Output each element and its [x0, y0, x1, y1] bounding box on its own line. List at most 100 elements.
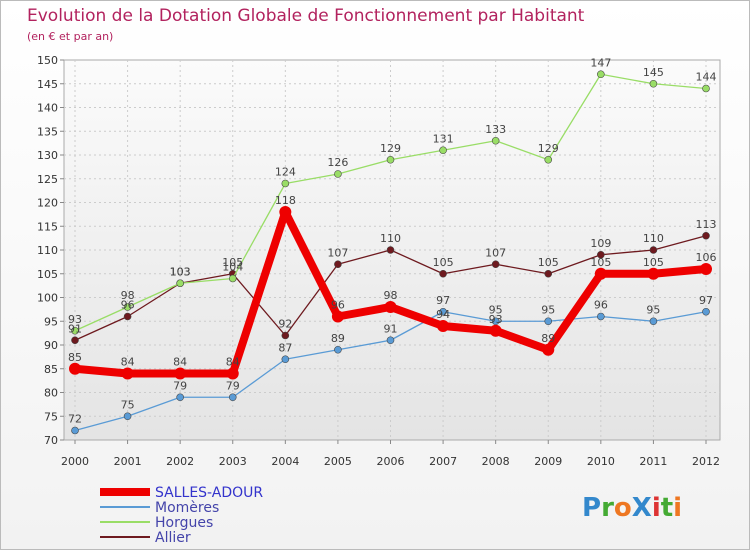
- data-label-allier: 105: [433, 256, 454, 269]
- y-tick-label: 100: [37, 292, 58, 305]
- point-salles-adour: [279, 206, 292, 218]
- data-label-salles-adour: 118: [275, 194, 296, 207]
- data-label-salles-adour: 84: [121, 356, 135, 369]
- legend-label-horgues: Horgues: [155, 515, 213, 531]
- x-tick-label: 2007: [429, 455, 457, 468]
- point-allier: [597, 250, 605, 259]
- point-salles-adour: [331, 310, 344, 323]
- y-tick-label: 145: [37, 78, 58, 91]
- point-salles-adour: [437, 320, 450, 332]
- point-mom-res: [386, 336, 395, 345]
- point-mom-res: [702, 307, 710, 316]
- y-axis-ticks: 70 75 80 85 90 95 100 105 110 115 120 125 130 135 140 1…: [37, 54, 64, 447]
- point-allier: [281, 331, 290, 340]
- point-allier: [334, 260, 342, 269]
- data-label-horgues: 104: [222, 261, 243, 274]
- point-allier: [123, 312, 132, 321]
- x-tick-label: 2002: [166, 455, 194, 468]
- y-tick-label: 70: [44, 434, 58, 447]
- point-mom-res: [597, 312, 605, 321]
- data-label-mom-res: 75: [121, 398, 135, 411]
- chart-title: Evolution de la Dotation Globale de Fonc…: [27, 6, 585, 26]
- data-label-salles-adour: 84: [226, 356, 240, 369]
- point-mom-res: [228, 393, 237, 402]
- point-salles-adour: [226, 367, 239, 380]
- data-label-salles-adour: 85: [68, 351, 82, 364]
- y-tick-label: 85: [44, 363, 58, 376]
- x-tick-label: 2006: [377, 455, 405, 468]
- data-label-salles-adour: 105: [643, 256, 664, 269]
- point-mom-res: [71, 426, 79, 435]
- point-salles-adour: [594, 267, 607, 280]
- point-salles-adour: [69, 362, 81, 375]
- point-horgues: [228, 274, 237, 283]
- point-horgues: [176, 279, 184, 288]
- data-label-mom-res: 79: [173, 379, 187, 392]
- data-label-horgues: 144: [696, 71, 717, 84]
- data-label-mom-res: 91: [384, 322, 398, 335]
- series-lines: [69, 70, 712, 435]
- data-label-mom-res: 97: [699, 294, 713, 307]
- data-label-allier: 105: [222, 256, 243, 269]
- x-tick-label: 2000: [61, 455, 89, 468]
- point-allier: [71, 336, 79, 345]
- point-allier: [649, 246, 658, 254]
- data-label-salles-adour: 98: [384, 289, 398, 302]
- point-horgues: [544, 155, 553, 164]
- y-tick-label: 95: [44, 315, 58, 328]
- y-tick-label: 115: [37, 220, 58, 233]
- point-mom-res: [123, 412, 132, 421]
- x-axis-ticks: 2000 2001 2002 2003 2004 2005 2006 2007 2008 2009…: [61, 440, 720, 468]
- data-label-mom-res: 96: [594, 299, 608, 312]
- data-label-mom-res: 95: [541, 303, 555, 316]
- point-salles-adour: [647, 267, 660, 280]
- data-label-mom-res: 72: [68, 413, 82, 426]
- y-tick-label: 105: [37, 268, 58, 281]
- y-tick-label: 150: [37, 54, 58, 67]
- point-horgues: [123, 303, 132, 311]
- point-allier: [491, 260, 500, 269]
- data-label-allier: 110: [380, 232, 401, 245]
- point-mom-res: [439, 307, 447, 316]
- y-tick-label: 120: [37, 197, 58, 210]
- data-label-mom-res: 95: [489, 303, 503, 316]
- data-label-horgues: 126: [327, 156, 348, 169]
- legend-label-salles-adour: SALLES-ADOUR: [155, 485, 263, 501]
- data-label-horgues: 129: [380, 142, 401, 155]
- x-tick-label: 2010: [587, 455, 615, 468]
- point-horgues: [386, 155, 395, 164]
- data-label-mom-res: 87: [278, 341, 292, 354]
- data-label-horgues: 98: [121, 289, 135, 302]
- x-tick-label: 2008: [482, 455, 510, 468]
- legend-label-mom-res: Momères: [155, 500, 219, 516]
- data-label-salles-adour: 84: [173, 356, 187, 369]
- data-labels: 91 96 103 105 92 107 110 105 107 105 109 110 113 93 98…: [68, 56, 717, 425]
- point-mom-res: [281, 355, 290, 364]
- point-allier: [386, 246, 395, 254]
- data-label-allier: 107: [327, 246, 348, 259]
- point-allier: [702, 231, 710, 240]
- data-label-allier: 107: [485, 246, 506, 259]
- point-salles-adour: [384, 301, 397, 313]
- point-horgues: [702, 84, 710, 93]
- y-tick-label: 135: [37, 125, 58, 138]
- data-label-allier: 92: [278, 318, 292, 331]
- x-tick-label: 2011: [639, 455, 667, 468]
- point-allier: [544, 269, 553, 278]
- data-label-mom-res: 95: [646, 303, 660, 316]
- data-label-horgues: 133: [485, 123, 506, 136]
- data-label-salles-adour: 96: [331, 299, 345, 312]
- point-salles-adour: [489, 324, 502, 337]
- data-label-mom-res: 97: [436, 294, 450, 307]
- point-horgues: [281, 179, 290, 188]
- point-salles-adour: [542, 343, 555, 356]
- y-tick-label: 75: [44, 410, 58, 423]
- point-mom-res: [649, 317, 658, 326]
- data-label-allier: 103: [170, 265, 191, 278]
- x-tick-label: 2012: [692, 455, 720, 468]
- x-tick-label: 2005: [324, 455, 352, 468]
- point-salles-adour: [174, 367, 187, 380]
- point-horgues: [334, 170, 342, 178]
